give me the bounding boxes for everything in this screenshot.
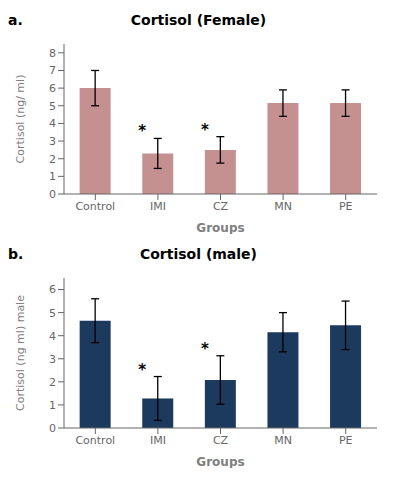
svg-text:PE: PE xyxy=(339,434,353,447)
svg-text:*: * xyxy=(201,121,209,139)
svg-text:CZ: CZ xyxy=(213,434,229,447)
html-text:a.: a. xyxy=(8,12,23,28)
svg-text:5: 5 xyxy=(49,100,56,113)
svg-text:*: * xyxy=(201,340,209,358)
svg-text:1: 1 xyxy=(49,170,56,183)
svg-text:7: 7 xyxy=(49,64,56,77)
html-text:b.: b. xyxy=(8,246,24,262)
svg-text:PE: PE xyxy=(339,200,353,213)
svg-text:4: 4 xyxy=(49,117,56,130)
svg-text:2: 2 xyxy=(49,153,56,166)
svg-text:2: 2 xyxy=(49,376,56,389)
svg-text:Control: Control xyxy=(75,434,115,447)
svg-text:Cortisol (ng/ ml): Cortisol (ng/ ml) xyxy=(14,75,27,164)
svg-text:Cortisol (ng ml) male: Cortisol (ng ml) male xyxy=(14,295,27,411)
svg-text:IMI: IMI xyxy=(150,200,166,213)
svg-text:Groups: Groups xyxy=(196,221,244,234)
svg-text:5: 5 xyxy=(49,307,56,320)
svg-text:MN: MN xyxy=(274,200,292,213)
svg-text:3: 3 xyxy=(49,353,56,366)
svg-text:8: 8 xyxy=(49,47,56,60)
svg-text:0: 0 xyxy=(49,188,56,201)
svg-text:3: 3 xyxy=(49,135,56,148)
html-text:Cortisol (Female): Cortisol (Female) xyxy=(130,12,267,28)
svg-text:Groups: Groups xyxy=(196,455,244,468)
svg-text:6: 6 xyxy=(49,283,56,296)
html-text:Cortisol (male): Cortisol (male) xyxy=(140,246,257,262)
svg-text:*: * xyxy=(138,361,146,379)
svg-text:0: 0 xyxy=(49,422,56,435)
svg-text:MN: MN xyxy=(274,434,292,447)
svg-text:4: 4 xyxy=(49,330,56,343)
svg-text:CZ: CZ xyxy=(213,200,229,213)
svg-text:IMI: IMI xyxy=(150,434,166,447)
svg-text:Control: Control xyxy=(75,200,115,213)
svg-text:*: * xyxy=(138,122,146,140)
svg-text:1: 1 xyxy=(49,399,56,412)
svg-text:6: 6 xyxy=(49,82,56,95)
